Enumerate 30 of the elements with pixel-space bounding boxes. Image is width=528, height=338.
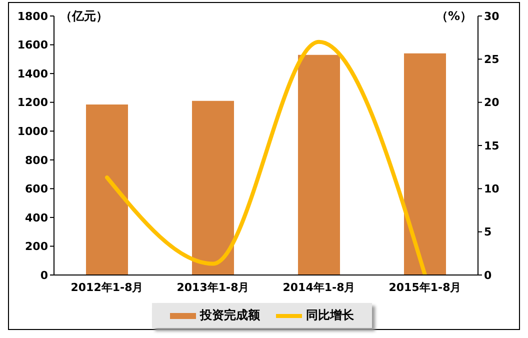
y-tick-label: 1200 xyxy=(17,96,48,110)
y-tick-label: 1400 xyxy=(17,67,48,80)
y2-tick-label: 10 xyxy=(484,182,500,196)
y2-tick-label: 15 xyxy=(484,139,500,152)
line-series xyxy=(105,40,427,275)
legend-label: 投资完成额 xyxy=(200,307,260,324)
bar xyxy=(192,100,234,275)
y-tick-label: 1000 xyxy=(17,125,48,138)
x-tick-label: 2013年1-8月 xyxy=(176,280,250,294)
x-tick-label: 2015年1-8月 xyxy=(388,280,462,294)
y-axis-title: （亿元） xyxy=(60,8,108,25)
bar xyxy=(86,104,128,275)
y2-tick-label: 30 xyxy=(484,10,500,23)
y-tick-label: 400 xyxy=(25,211,48,224)
y2-tick-label: 20 xyxy=(484,96,500,110)
y2-axis-title: （%） xyxy=(436,8,472,25)
y-tick-label: 1800 xyxy=(17,10,48,23)
y2-tick-label: 25 xyxy=(484,53,500,66)
x-tick-label: 2014年1-8月 xyxy=(282,280,356,294)
legend-label: 同比增长 xyxy=(306,307,354,324)
y-tick-label: 800 xyxy=(25,154,48,167)
y-tick-label: 200 xyxy=(25,240,48,254)
y-tick-label: 600 xyxy=(25,182,48,196)
bar xyxy=(298,54,340,275)
bar xyxy=(404,53,446,275)
x-tick-label: 2012年1-8月 xyxy=(70,280,144,294)
y2-tick-label: 5 xyxy=(484,226,492,239)
y-tick-label: 0 xyxy=(40,268,48,282)
y2-tick-label: 0 xyxy=(484,268,492,282)
y-tick-label: 1600 xyxy=(17,38,48,52)
